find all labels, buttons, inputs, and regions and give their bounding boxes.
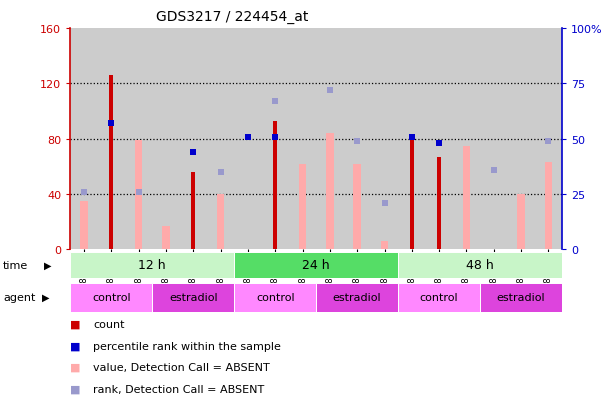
Text: count: count	[93, 319, 125, 329]
Text: time: time	[3, 260, 28, 271]
Bar	[299, 164, 306, 250]
Bar	[98, 29, 125, 250]
Bar	[234, 283, 316, 312]
Bar	[135, 141, 142, 250]
Bar	[463, 146, 470, 250]
Bar	[326, 134, 334, 250]
Bar	[207, 29, 234, 250]
Bar	[398, 29, 425, 250]
Bar	[398, 283, 480, 312]
Bar	[535, 29, 562, 250]
Bar	[234, 29, 262, 250]
Bar	[98, 29, 125, 250]
Text: control: control	[420, 292, 458, 302]
Bar	[453, 29, 480, 250]
Text: agent: agent	[3, 292, 35, 302]
Text: ▶: ▶	[42, 292, 49, 302]
Bar	[70, 29, 98, 250]
Bar	[125, 29, 152, 250]
Bar	[316, 29, 343, 250]
Bar	[480, 29, 508, 250]
Bar	[453, 29, 480, 250]
Bar	[262, 29, 289, 250]
Bar	[425, 29, 453, 250]
Bar	[544, 163, 552, 250]
Bar	[371, 29, 398, 250]
Text: percentile rank within the sample: percentile rank within the sample	[93, 341, 281, 351]
Bar	[234, 252, 398, 279]
Bar	[381, 242, 389, 250]
Bar	[480, 283, 562, 312]
Text: value, Detection Call = ABSENT: value, Detection Call = ABSENT	[93, 362, 270, 372]
Text: 48 h: 48 h	[466, 259, 494, 272]
Bar	[343, 29, 371, 250]
Bar	[425, 29, 453, 250]
Bar	[480, 29, 508, 250]
Bar	[70, 252, 234, 279]
Bar	[207, 29, 234, 250]
Bar	[162, 226, 170, 250]
Bar	[398, 252, 562, 279]
Bar	[180, 29, 207, 250]
Text: 12 h: 12 h	[139, 259, 166, 272]
Bar	[410, 140, 414, 250]
Bar	[217, 195, 224, 250]
Bar	[234, 29, 262, 250]
Bar	[262, 29, 289, 250]
Bar	[152, 29, 180, 250]
Text: control: control	[256, 292, 295, 302]
Bar	[289, 29, 316, 250]
Text: 24 h: 24 h	[302, 259, 330, 272]
Bar	[508, 29, 535, 250]
Text: ■: ■	[70, 362, 81, 372]
Bar	[343, 29, 371, 250]
Text: estradiol: estradiol	[169, 292, 218, 302]
Text: estradiol: estradiol	[497, 292, 546, 302]
Bar	[70, 29, 98, 250]
Text: ▶: ▶	[44, 260, 51, 271]
Bar	[508, 29, 535, 250]
Bar	[518, 195, 525, 250]
Bar	[109, 76, 113, 250]
Text: ■: ■	[70, 319, 81, 329]
Bar	[125, 29, 152, 250]
Bar	[152, 283, 234, 312]
Bar	[80, 202, 88, 250]
Bar	[316, 29, 343, 250]
Text: ■: ■	[70, 341, 81, 351]
Text: estradiol: estradiol	[333, 292, 381, 302]
Bar	[180, 29, 207, 250]
Text: GDS3217 / 224454_at: GDS3217 / 224454_at	[156, 10, 309, 24]
Bar	[289, 29, 316, 250]
Bar	[273, 121, 277, 250]
Bar	[437, 157, 441, 250]
Bar	[70, 283, 152, 312]
Bar	[191, 173, 196, 250]
Bar	[353, 164, 361, 250]
Bar	[371, 29, 398, 250]
Bar	[398, 29, 425, 250]
Bar	[316, 283, 398, 312]
Text: ■: ■	[70, 384, 81, 394]
Text: rank, Detection Call = ABSENT: rank, Detection Call = ABSENT	[93, 384, 265, 394]
Bar	[535, 29, 562, 250]
Text: control: control	[92, 292, 131, 302]
Bar	[152, 29, 180, 250]
